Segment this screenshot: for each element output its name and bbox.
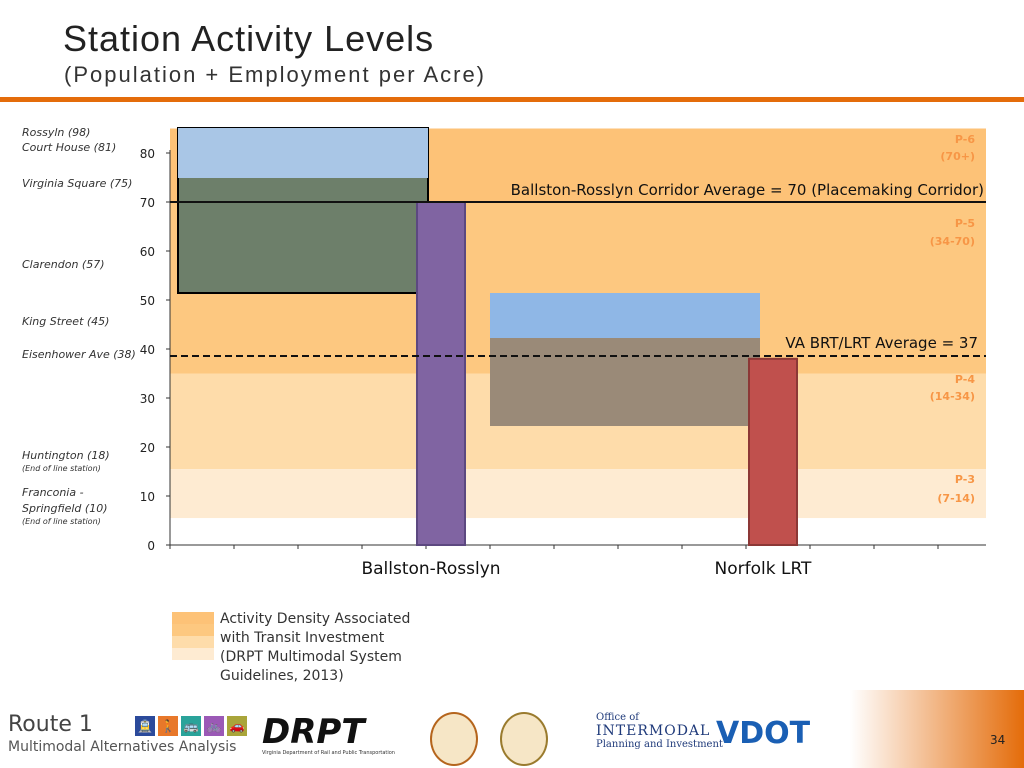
station-label: Eisenhower Ave (38): [22, 348, 136, 361]
oip-line: Planning and Investment: [596, 739, 723, 750]
station-label: Huntington (18) (End of line station): [22, 449, 110, 475]
oip-line: INTERMODAL: [596, 723, 711, 739]
footer-gradient: [850, 690, 1024, 768]
band-range: (70+): [940, 150, 975, 163]
station-label: Court House (81): [22, 141, 117, 154]
vdot-logo: VDOT: [716, 716, 811, 751]
band-label: P-6: [955, 133, 975, 146]
station-note: (End of line station): [22, 464, 101, 473]
band-range: (7-14): [937, 492, 975, 505]
oip-logo: Office of INTERMODAL Planning and Invest…: [556, 712, 723, 750]
county-seal-icon: [430, 712, 478, 766]
pedestrian-icon: 🚶: [158, 716, 178, 736]
legend-swatch: [172, 612, 214, 660]
drpt-subtitle: Virginia Department of Rail and Public T…: [262, 750, 395, 756]
y-tick-label: 60: [140, 245, 155, 259]
band-p-3: [170, 469, 986, 519]
x-category-label: Ballston-Rosslyn: [361, 559, 500, 579]
station-label: Franconia - Springfield (10) (End of line…: [22, 485, 112, 527]
route-subtitle: Multimodal Alternatives Analysis: [8, 739, 237, 755]
y-tick-label: 10: [140, 490, 155, 504]
station-label: King Street (45): [22, 315, 110, 328]
band-label: P-4: [955, 373, 975, 386]
page-title: Station Activity Levels: [63, 18, 435, 59]
chart: P-6 (70+) P-5 (34-70) P-4 (14-34) P-3 (7-14) 0 10…: [140, 127, 986, 579]
drpt-logo: DRPT: [262, 712, 365, 752]
y-tick-label: 80: [140, 147, 155, 161]
y-tick-label: 20: [140, 441, 155, 455]
brt-lrt-average-label: VA BRT/LRT Average = 37: [785, 334, 978, 352]
y-tick-label: 50: [140, 294, 155, 308]
band-range: (14-34): [930, 390, 975, 403]
band-label: P-3: [955, 473, 975, 486]
legend-text: Activity Density Associated with Transit…: [220, 611, 411, 684]
route-logo: Route 1: [8, 712, 93, 737]
mode-icons: 🚊 🚶 🚌 🚲 🚗: [135, 716, 247, 736]
page-subtitle: (Population + Employment per Acre): [64, 62, 487, 87]
station-label: Virginia Square (75): [22, 177, 133, 190]
oip-line: Office of: [596, 712, 639, 723]
band-range: (34-70): [930, 235, 975, 248]
station-name: Franconia - Springfield (10): [22, 486, 108, 515]
station-note: (End of line station): [22, 517, 101, 526]
car-icon: 🚗: [227, 716, 247, 736]
y-tick-label: 0: [147, 539, 155, 553]
lrt-photo-sky: [490, 293, 760, 338]
bar-ballston-rosslyn: [416, 201, 466, 546]
page-number: 34: [990, 733, 1006, 747]
x-category-label: Norfolk LRT: [715, 559, 813, 579]
station-label: Rossyln (98): [22, 126, 91, 139]
header-rule: [0, 97, 1024, 102]
y-tick-label: 40: [140, 343, 155, 357]
bar-norfolk-lrt: [748, 357, 798, 546]
bike-icon: 🚲: [204, 716, 224, 736]
corridor-average-label: Ballston-Rosslyn Corridor Average = 70 (…: [511, 181, 984, 199]
station-name: Huntington (18): [22, 449, 110, 462]
county-seal-icon: [500, 712, 548, 766]
band-label: P-5: [955, 217, 975, 230]
station-label: Clarendon (57): [22, 258, 105, 271]
train-icon: 🚊: [135, 716, 155, 736]
y-tick-label: 30: [140, 392, 155, 406]
bus-icon: 🚌: [181, 716, 201, 736]
y-tick-label: 70: [140, 196, 155, 210]
aerial-photo-sky: [178, 128, 428, 178]
